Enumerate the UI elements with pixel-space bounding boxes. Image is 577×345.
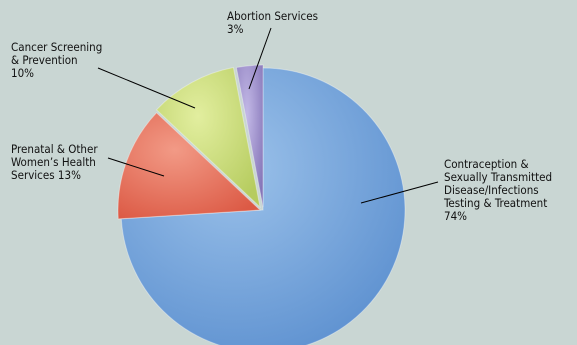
slice-label-prenatal: Prenatal & Other Women’s Health Services…: [11, 143, 98, 182]
slice-label-line: Sexually Transmitted: [444, 170, 553, 184]
leader-line-abortion: [248, 27, 272, 90]
slice-label-contraception: Contraception & Sexually Transmitted Dis…: [444, 158, 552, 223]
slice-label-abortion: Abortion Services 3%: [227, 10, 318, 36]
slice-label-line: Women’s Health: [11, 155, 96, 169]
slice-value-label: 74%: [444, 209, 467, 223]
slice-label-line: & Prevention: [11, 53, 78, 67]
leader-line-cancer-screening: [97, 67, 196, 109]
slice-contraception: [120, 67, 406, 345]
leader-line-contraception: [360, 181, 439, 204]
slice-label-line: Disease/Infections: [444, 183, 539, 197]
slice-label-line: Prenatal & Other: [11, 142, 98, 156]
slice-abortion: [235, 64, 264, 208]
leader-line-prenatal: [107, 157, 165, 177]
slice-label-line: Cancer Screening: [11, 40, 103, 54]
slice-label-cancer-screening: Cancer Screening & Prevention 10%: [11, 41, 102, 80]
slice-value-label: 3%: [227, 22, 244, 36]
slice-label-line: Services 13%: [11, 168, 81, 182]
slice-label-line: Testing & Treatment: [444, 196, 548, 210]
slice-prenatal: [117, 112, 262, 220]
slice-label-line: Abortion Services: [227, 9, 318, 23]
slice-label-line: Contraception &: [444, 157, 529, 171]
slice-value-label: 10%: [11, 66, 34, 80]
